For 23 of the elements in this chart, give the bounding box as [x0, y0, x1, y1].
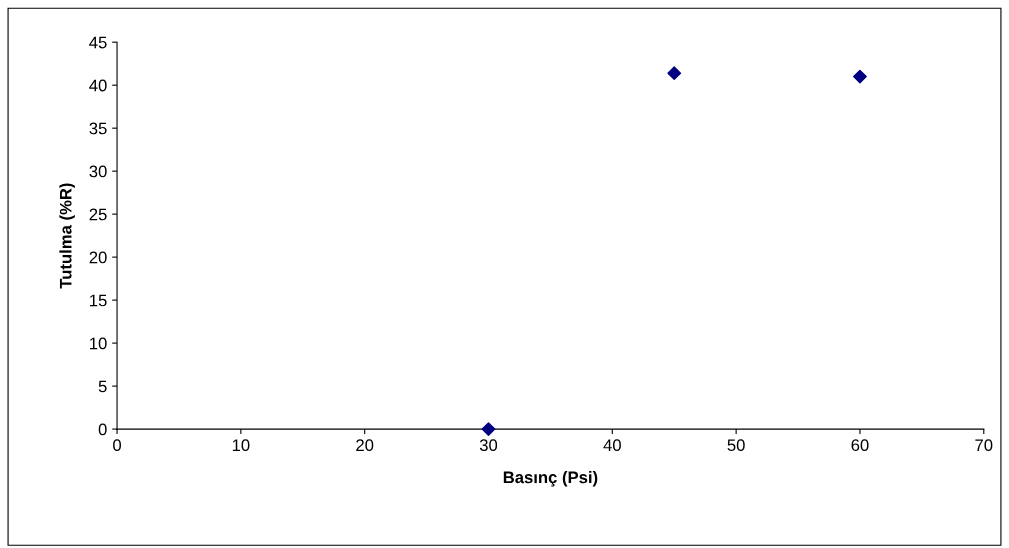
y-axis-title: Tutulma (%R): [59, 183, 75, 289]
y-tick-label: 15: [90, 294, 107, 307]
x-tick-label: 0: [113, 439, 122, 452]
x-tick-label: 60: [851, 439, 869, 452]
y-tick-label: 10: [90, 337, 107, 350]
y-tick-label: 45: [89, 36, 107, 49]
y-tick-label: 20: [89, 251, 107, 264]
x-tick-label: 70: [975, 439, 993, 452]
x-tick-label: 10: [232, 439, 250, 452]
y-tick-label: 40: [89, 79, 107, 92]
x-tick-label: 30: [479, 439, 498, 452]
x-tick-label: 50: [727, 439, 745, 452]
y-tick-label: 25: [89, 208, 107, 221]
y-tick-label: 30: [89, 165, 107, 178]
y-tick-label: 35: [89, 122, 107, 135]
x-tick-label: 40: [603, 439, 621, 452]
point: [667, 66, 682, 81]
y-tick-label: 5: [98, 380, 107, 393]
y-tick-label: 0: [98, 423, 107, 436]
x-axis-title: Basınç (Psi): [503, 471, 598, 487]
x-tick-label: 20: [356, 439, 374, 452]
point: [481, 422, 496, 436]
point: [853, 69, 867, 84]
